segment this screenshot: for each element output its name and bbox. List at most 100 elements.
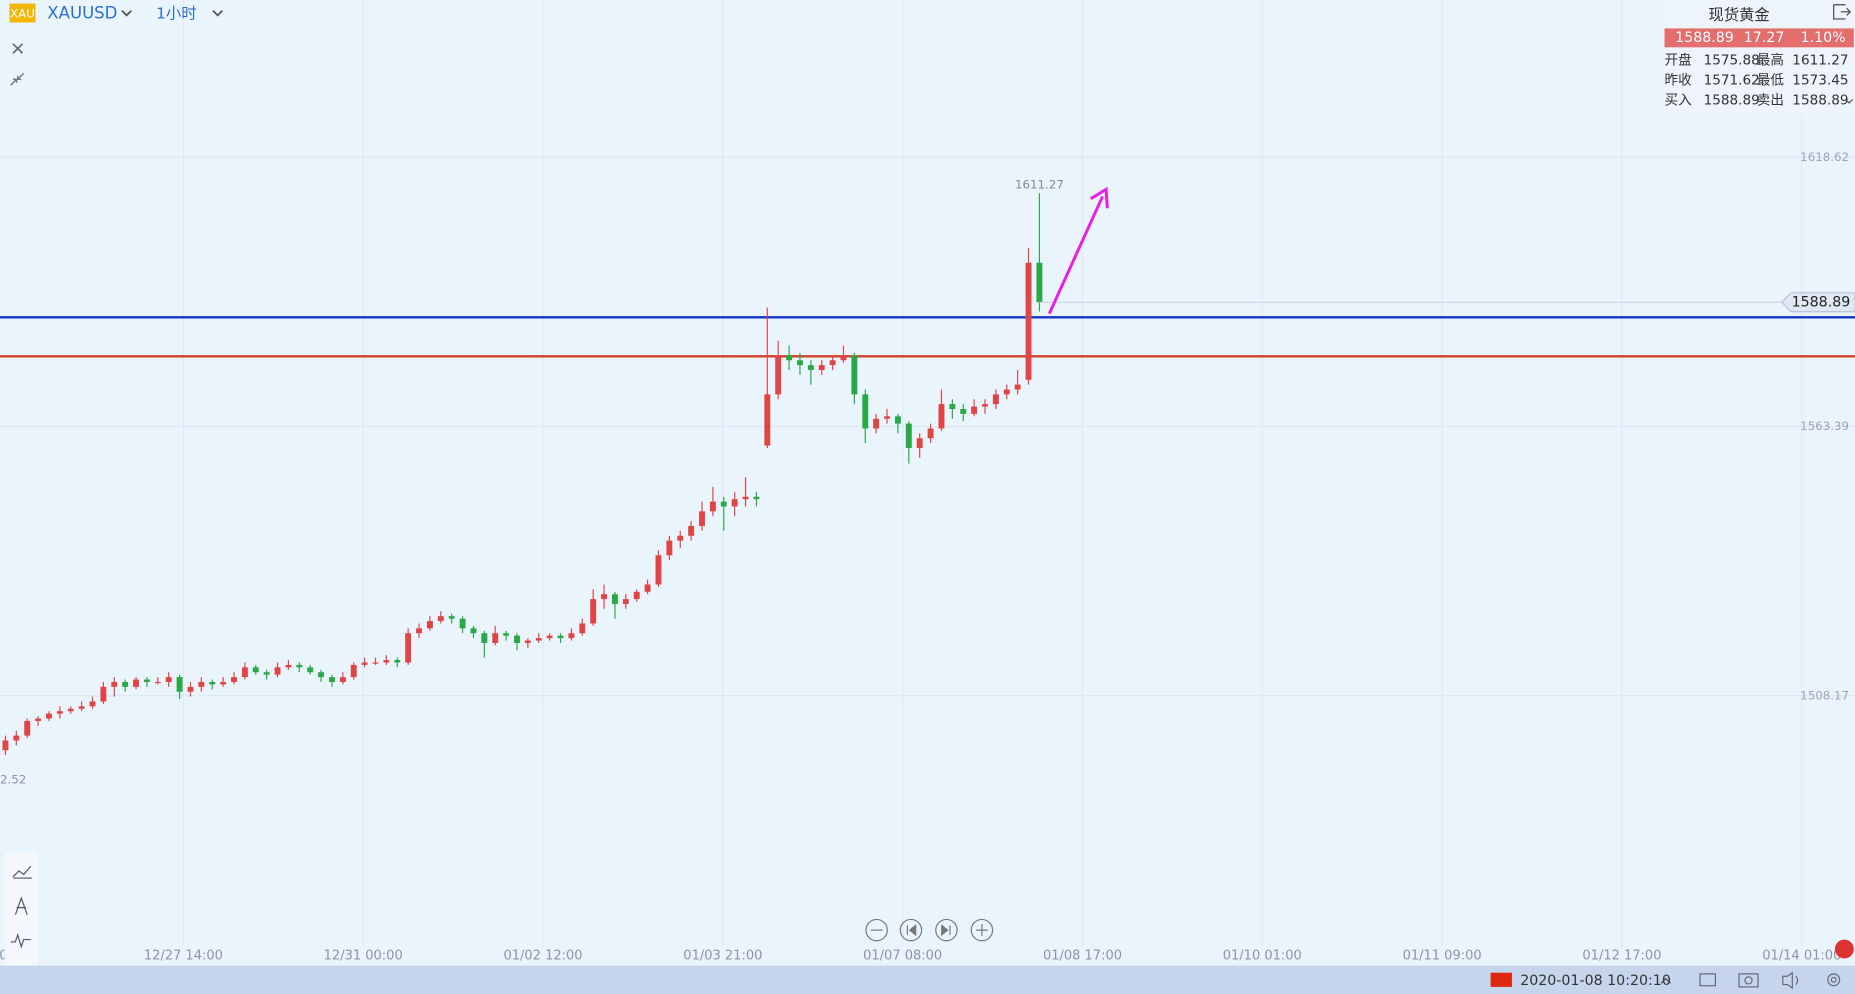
settings-icon[interactable] [1827,973,1841,987]
quote-value: 1575.88 [1704,52,1760,68]
interval[interactable]: 1小时 [156,5,197,23]
candle-body [611,594,618,604]
candle-body [829,360,836,366]
x-tick-label: 01/12 17:00 [1582,949,1661,964]
chevron[interactable] [121,10,132,17]
candle-body [916,438,923,448]
candle-body [89,701,96,707]
quote-label: 昨收 [1665,72,1693,88]
quote-value: 1588.89 [1792,93,1848,109]
candle-body [143,679,150,682]
candle-body [731,499,738,507]
candle-body [851,355,858,395]
candle-body [535,638,542,641]
quote-name: 现货黄金 [1708,6,1769,24]
x-tick-label: 01/08 17:00 [1043,949,1122,964]
candle-body [2,740,9,751]
candle-body [437,616,444,622]
candle-body [905,423,912,448]
candle-body [753,496,760,500]
chevron[interactable] [1660,977,1671,984]
candle-body [24,720,31,736]
candle-body [187,686,194,692]
alert-icon[interactable] [1834,939,1854,959]
last-price-label: 1588.89 [1792,294,1851,310]
candle-body [775,355,782,395]
candle-body [394,660,401,663]
candle-body [938,404,945,429]
candle-body [252,667,259,673]
quote-change: 17.27 [1744,30,1785,46]
to-start[interactable] [899,918,923,942]
candle-body [633,591,640,600]
candle-body [720,501,727,507]
x-tick-label: 01/10 01:00 [1223,949,1302,964]
candle-body [100,686,107,702]
candle-body [971,406,978,414]
symbol[interactable]: XAUUSD [47,4,117,23]
candle-body [481,633,488,643]
wave-tool[interactable] [10,932,31,949]
candle-body [884,416,890,419]
candle-body [383,660,390,663]
candle-body [818,365,825,370]
candle-body [470,628,477,634]
quote-label: 买入 [1665,93,1693,109]
x-tick-label: 01/11 09:00 [1403,949,1482,964]
candle-body [688,525,695,536]
y-tick-label: 1508.17 [1800,688,1849,702]
quote-label: 卖出 [1757,93,1784,109]
zoom-out[interactable] [865,918,888,942]
candle-body [764,394,771,446]
candle-body [579,623,586,634]
quote-value: 1571.62 [1704,72,1760,88]
chevron[interactable] [212,10,224,17]
x-tick-label: 01/14 01:00 [1762,949,1841,964]
candle-body [416,628,422,634]
indicator-tool[interactable] [12,865,32,879]
to-end[interactable] [935,918,958,942]
candle-body [786,355,793,361]
candle-body [742,496,749,500]
candle-body [133,679,140,687]
window-icon[interactable] [1699,973,1716,987]
quote-change-pct: 1.10% [1801,30,1846,46]
candle-body [459,618,466,629]
camera-icon[interactable] [1738,973,1759,988]
quote-value: 1573.45 [1792,72,1848,88]
candle-body [557,635,564,639]
candle-body [503,633,510,636]
candle-body [372,662,379,664]
y-tick-label: 1563.39 [1800,419,1849,433]
collapse-button[interactable] [10,72,25,86]
timestamp: 2020-01-08 10:20:10 [1520,973,1671,989]
candle-body [568,633,575,639]
candle-body [154,681,161,684]
panel-toggle[interactable] [1833,4,1852,20]
zoom-in[interactable] [970,918,994,942]
x-tick-label: 01/02 12:00 [503,949,582,964]
candle-body [590,599,597,624]
chevron[interactable] [1845,98,1854,104]
candle-body [405,633,412,663]
candle-body [231,677,237,682]
candle-body [35,718,42,721]
candle-body [677,535,684,541]
quote-label: 最低 [1757,72,1785,88]
y-tick-label: 1618.62 [1800,150,1849,164]
candle-body [318,672,325,678]
candle-body [992,394,999,405]
x-tick-label: 12/31 00:00 [324,949,403,964]
candle-body [797,360,803,366]
quote-value: 1611.27 [1792,52,1848,68]
min-label: 2.52 [0,772,26,786]
candle-body [350,664,357,678]
sound-icon[interactable] [1782,971,1799,990]
candle-body [949,404,956,409]
candle-body [448,616,455,619]
close-button[interactable] [12,43,24,54]
status-icons [1699,971,1841,990]
status-bar [0,965,1855,994]
draw-tool[interactable] [14,896,28,915]
